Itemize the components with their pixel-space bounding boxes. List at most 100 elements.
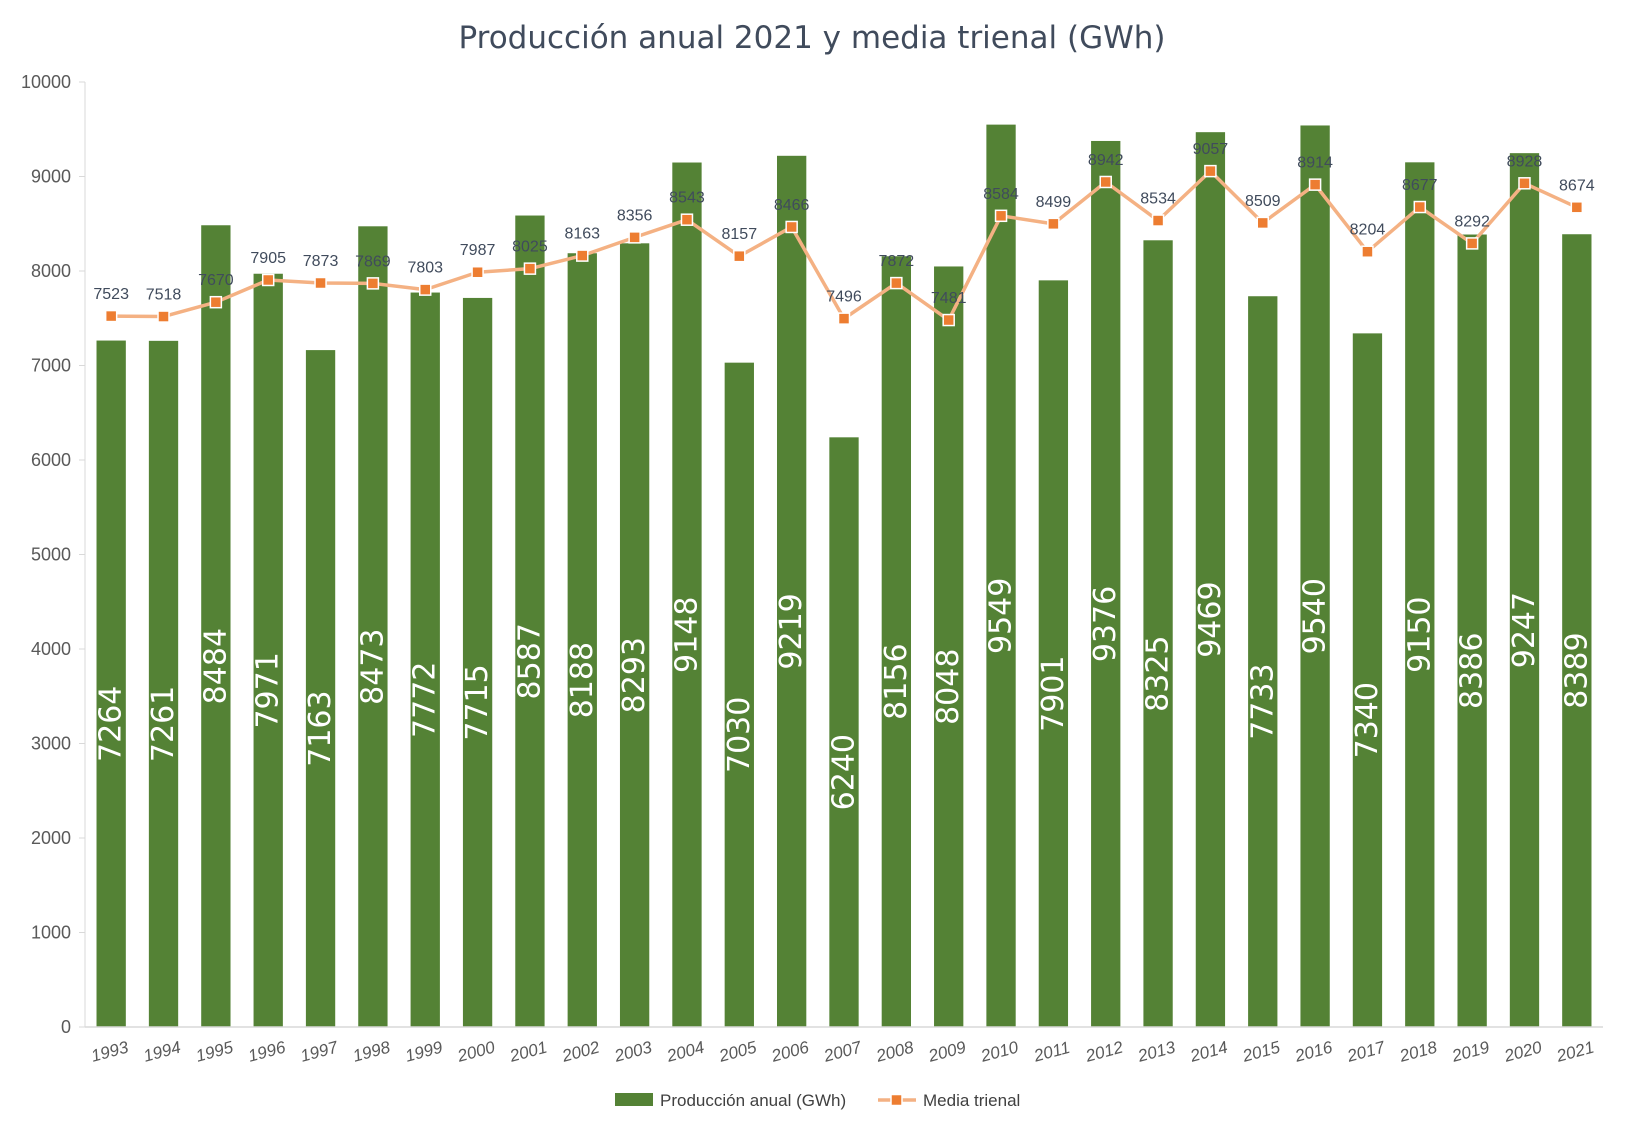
bar-2016 — [1300, 125, 1330, 1028]
bar-label-2001: 8587 — [512, 623, 547, 699]
legend-swatch-produccion — [615, 1093, 653, 1106]
x-tick-label-2007: 2007 — [821, 1037, 864, 1066]
bar-2009 — [934, 266, 964, 1027]
media-trienal-marker-2019 — [1465, 237, 1479, 250]
x-tick-label-2010: 2010 — [978, 1037, 1021, 1066]
media-trienal-marker-2013 — [1151, 214, 1165, 227]
bar-label-2008: 8156 — [879, 643, 914, 719]
bar-label-2006: 9219 — [774, 593, 809, 669]
line-label-1996: 7905 — [250, 250, 286, 267]
bar-label-2010: 9549 — [984, 578, 1019, 654]
media-trienal-marker-1998 — [366, 277, 380, 290]
bar-label-2003: 8293 — [617, 637, 652, 713]
media-trienal-marker-2017 — [1361, 245, 1374, 258]
bar-label-2021: 8389 — [1559, 632, 1594, 708]
bar-data-labels: 7264 7261 8484 7971 7163 8473 7772 7715 8587 8188… — [94, 578, 1595, 811]
bar-label-2017: 7340 — [1350, 682, 1385, 758]
x-tick-label-2016: 2016 — [1292, 1037, 1335, 1066]
line-label-2002: 8163 — [564, 226, 600, 243]
bar-label-2000: 7715 — [460, 664, 495, 740]
x-tick-label-2017: 2017 — [1344, 1037, 1387, 1066]
line-label-2006: 8466 — [774, 197, 810, 214]
bar-2000 — [462, 297, 493, 1027]
x-tick-label-2009: 2009 — [926, 1037, 969, 1066]
x-tick-label-2006: 2006 — [769, 1037, 812, 1066]
media-trienal-marker-2018 — [1413, 200, 1427, 214]
x-tick-label-1995: 1995 — [194, 1037, 236, 1065]
line-label-2012: 8942 — [1088, 152, 1124, 169]
line-label-2005: 8157 — [722, 226, 758, 243]
y-tick-label: 0 — [61, 1017, 71, 1037]
line-label-2014: 9057 — [1193, 141, 1229, 158]
bar-2015 — [1248, 296, 1278, 1027]
bar-1999 — [410, 292, 440, 1027]
x-tick-label-1998: 1998 — [351, 1037, 393, 1065]
y-tick-label: 7000 — [31, 356, 71, 376]
line-label-1995: 7670 — [198, 272, 234, 289]
bar-label-2005: 7030 — [722, 697, 757, 773]
bar-1996 — [253, 273, 283, 1028]
bar-2005 — [724, 362, 754, 1027]
bar-2013 — [1143, 240, 1173, 1028]
legend: Producción anual (GWh) Media trienal — [615, 1091, 1020, 1110]
bar-label-2019: 8386 — [1455, 633, 1490, 709]
line-label-2010: 8584 — [983, 186, 1019, 203]
bar-label-2009: 8048 — [931, 649, 966, 725]
bar-label-1998: 8473 — [355, 628, 390, 704]
x-tick-label-2015: 2015 — [1240, 1037, 1283, 1066]
bar-2018 — [1405, 162, 1435, 1027]
line-label-2004: 8543 — [669, 190, 705, 207]
line-label-2017: 8204 — [1350, 222, 1386, 239]
line-label-1997: 7873 — [303, 253, 339, 270]
x-tick-label-2008: 2008 — [873, 1037, 916, 1066]
x-tick-label-2001: 2001 — [507, 1038, 549, 1066]
bar-1994 — [148, 340, 179, 1027]
bar-label-1997: 7163 — [303, 690, 338, 766]
x-tick-label-1993: 1993 — [89, 1037, 131, 1065]
x-tick-label-2013: 2013 — [1135, 1037, 1178, 1066]
bar-label-1999: 7772 — [408, 662, 443, 738]
bar-2010 — [986, 124, 1016, 1027]
x-tick-label-2014: 2014 — [1187, 1038, 1229, 1066]
y-tick-label: 9000 — [31, 167, 71, 187]
bar-1998 — [358, 226, 388, 1027]
x-tick-label-2002: 2002 — [559, 1037, 602, 1066]
bar-label-1994: 7261 — [146, 686, 181, 762]
bar-2003 — [619, 243, 650, 1027]
line-label-2020: 8928 — [1507, 153, 1543, 170]
bar-2007 — [829, 437, 859, 1027]
bar-1997 — [305, 350, 336, 1027]
line-label-2018: 8677 — [1402, 177, 1438, 194]
bar-2020 — [1509, 153, 1540, 1027]
legend-label-media: Media trienal — [923, 1091, 1020, 1110]
line-label-2021: 8674 — [1559, 177, 1595, 194]
x-tick-label-2020: 2020 — [1501, 1037, 1544, 1066]
line-series — [104, 164, 1584, 327]
y-tick-label: 3000 — [31, 734, 71, 754]
bar-label-2016: 9540 — [1298, 578, 1333, 654]
media-trienal-marker-1999 — [418, 283, 432, 296]
line-label-2013: 8534 — [1140, 191, 1176, 208]
y-tick-label: 8000 — [31, 261, 71, 281]
media-trienal-marker-1994 — [157, 310, 170, 323]
media-trienal-marker-2000 — [471, 265, 484, 279]
bar-label-2015: 7733 — [1245, 663, 1280, 739]
bar-2001 — [515, 215, 545, 1027]
line-label-2009: 7481 — [931, 290, 967, 307]
media-trienal-marker-2011 — [1047, 217, 1060, 231]
line-label-2016: 8914 — [1297, 155, 1333, 172]
x-axis: 1993 1994 1995 1996 1997 1998 1999 2000 2001 2002… — [85, 1026, 1603, 1066]
bar-label-2007: 6240 — [827, 734, 862, 810]
media-trienal-marker-2001 — [523, 262, 537, 275]
bar-2021 — [1562, 234, 1592, 1027]
line-label-1994: 7518 — [146, 287, 182, 304]
y-tick-label: 5000 — [31, 545, 71, 565]
bar-label-2012: 9376 — [1088, 586, 1123, 662]
line-label-2011: 8499 — [1036, 194, 1072, 211]
line-label-1999: 7803 — [407, 260, 443, 277]
media-trienal-marker-2021 — [1570, 201, 1584, 214]
media-trienal-marker-2010 — [994, 209, 1008, 223]
media-trienal-marker-1995 — [209, 295, 223, 309]
line-label-1993: 7523 — [93, 286, 129, 303]
